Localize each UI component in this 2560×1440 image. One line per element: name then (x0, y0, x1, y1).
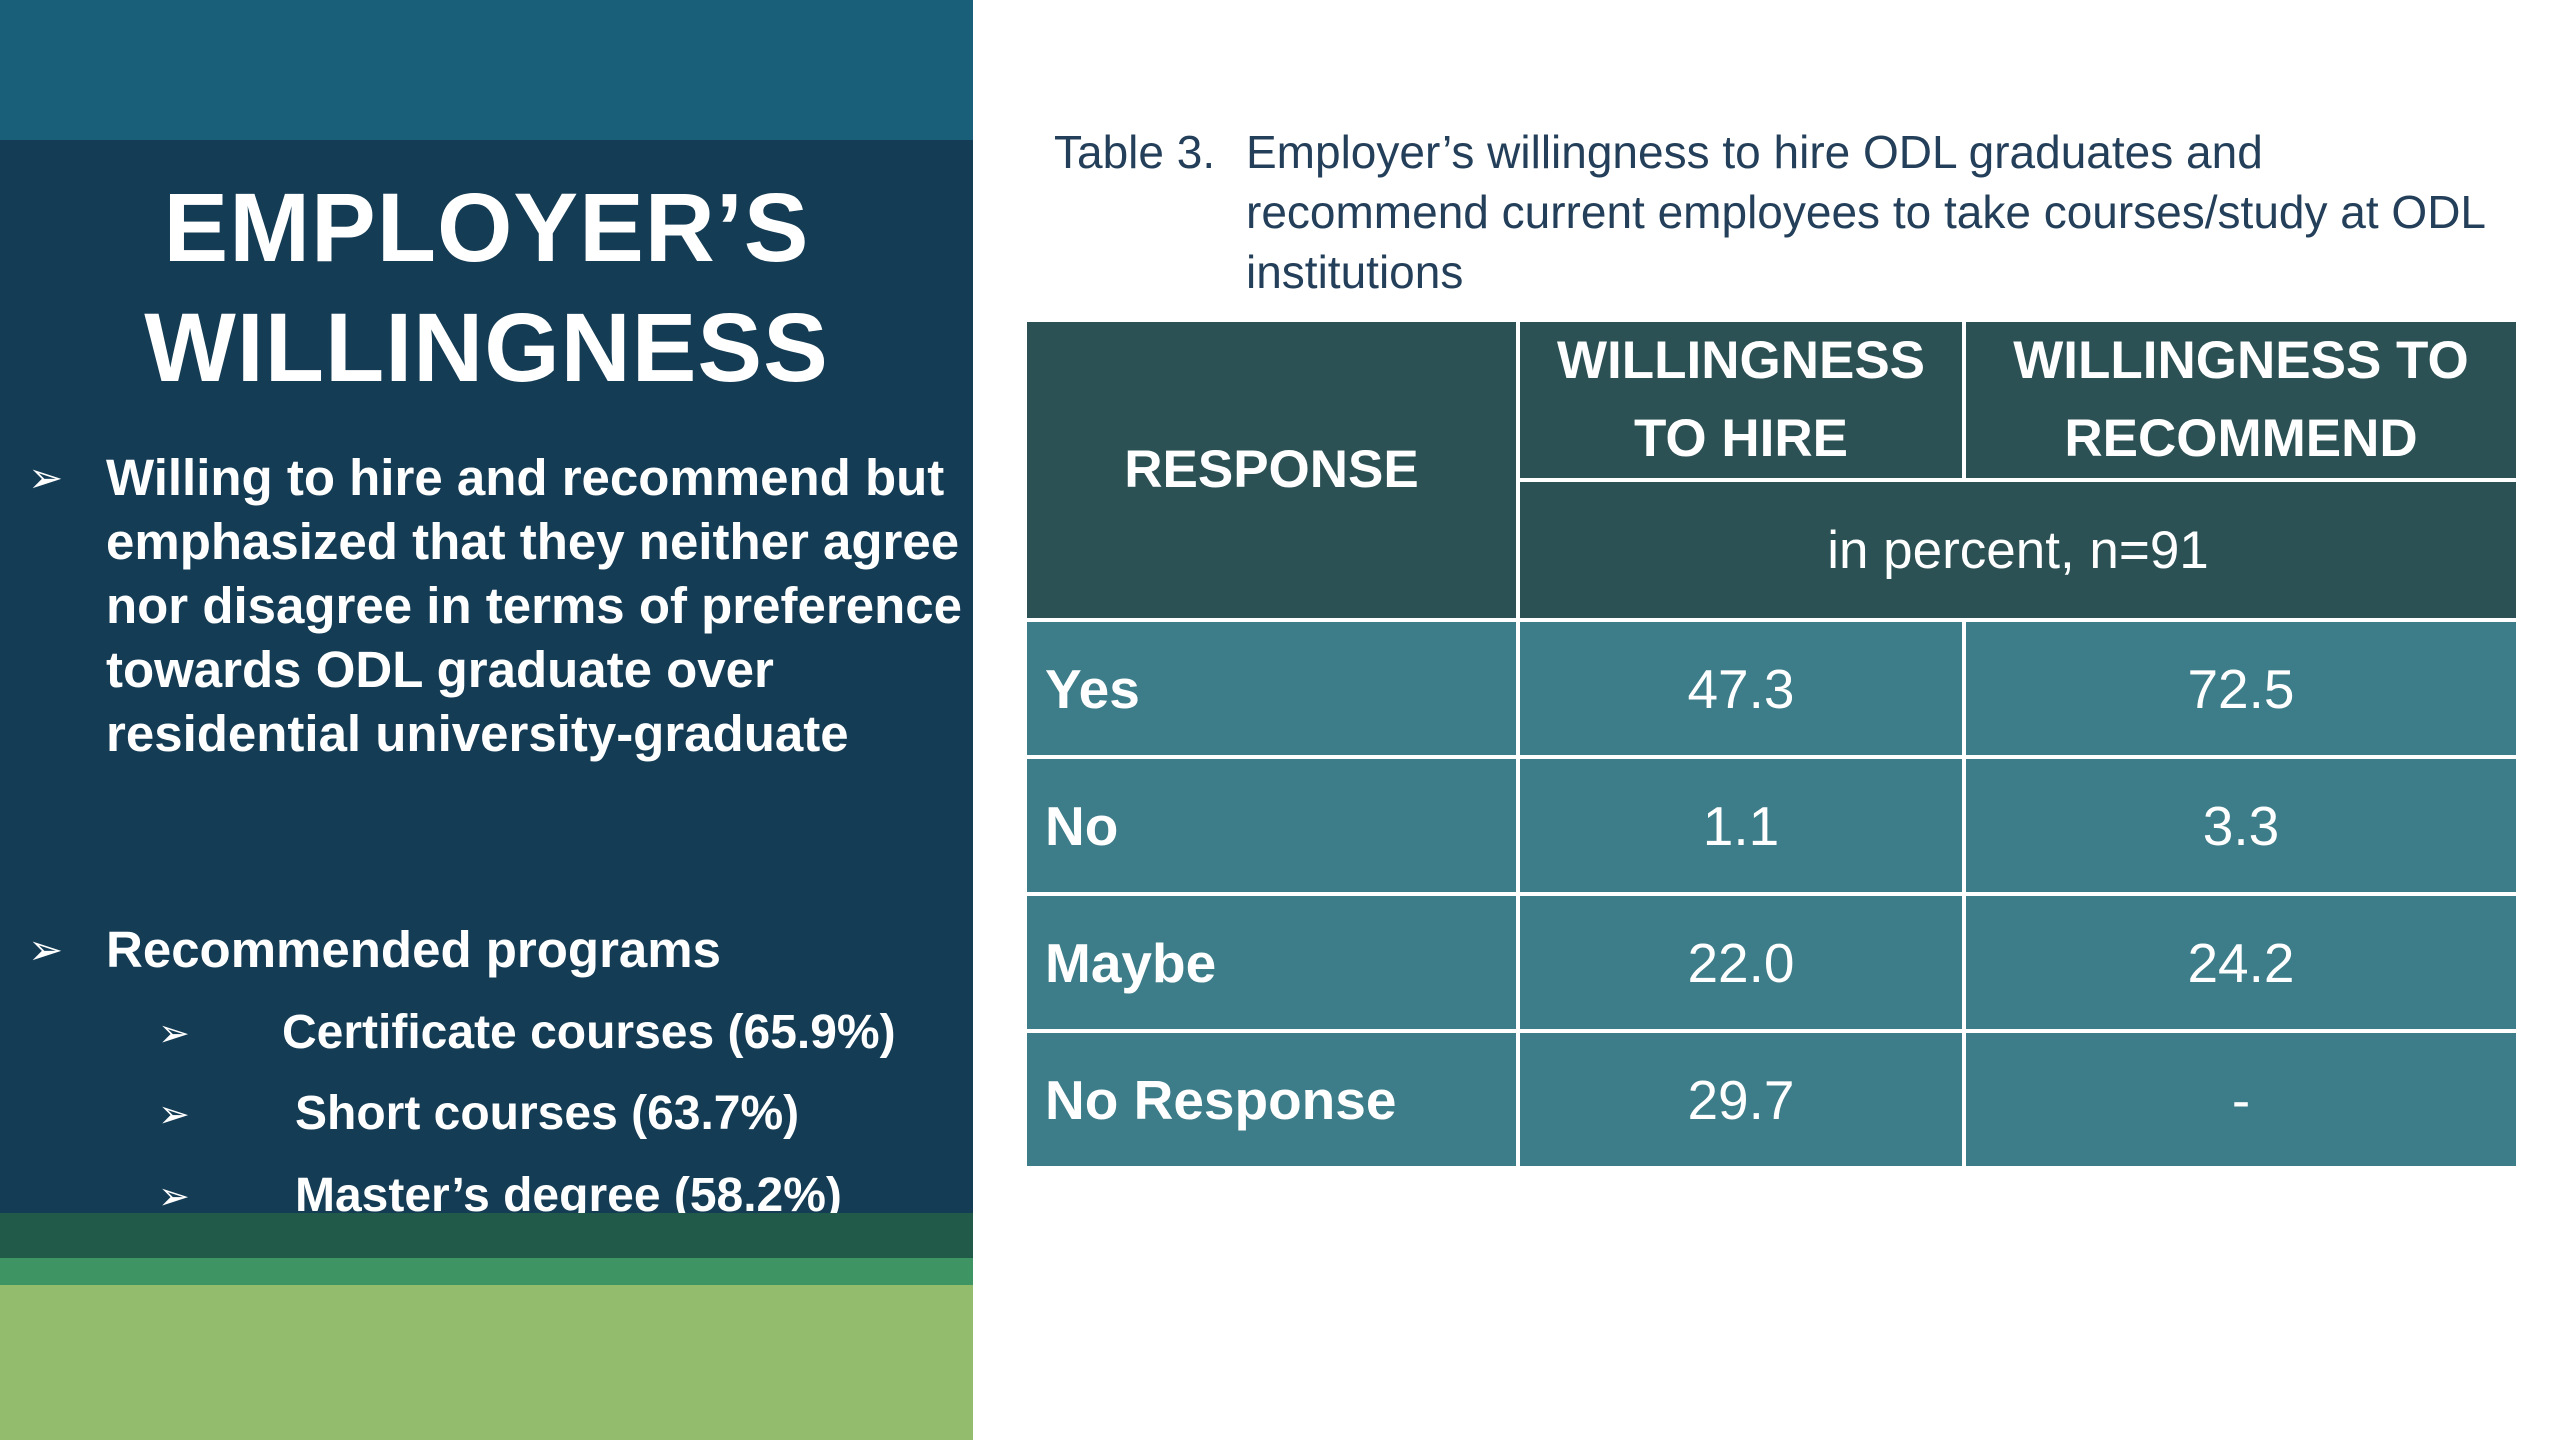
bullet-text: Recommended programs (106, 921, 721, 978)
arrow-bullet-icon: ➢ (158, 1011, 190, 1055)
column-header-hire-line-2: TO HIRE (1634, 409, 1848, 468)
table-row: No Response 29.7 - (1027, 1029, 2516, 1166)
column-header-hire-line-1: WILLINGNESS (1556, 331, 1926, 390)
bottom-band-mid-green (0, 1258, 973, 1285)
bottom-band-dark-green (0, 1213, 973, 1258)
table-row: Maybe 22.0 24.2 (1027, 892, 2516, 1033)
table-row: No 1.1 3.3 (1027, 755, 2516, 896)
arrow-bullet-icon: ➢ (158, 1174, 190, 1218)
slide-title: EMPLOYER’S WILLINGNESS (0, 168, 973, 408)
arrow-bullet-icon: ➢ (28, 925, 64, 974)
table-row: Yes 47.3 72.5 (1027, 618, 2516, 759)
sub-bullet-item: ➢ Certificate courses (65.9%) (158, 1003, 958, 1063)
sub-bullet-text: Short courses (63.7%) (295, 1087, 800, 1140)
response-cell: Yes (1027, 618, 1520, 759)
sub-bullet-text: Certificate courses (65.9%) (282, 1006, 896, 1059)
willingness-table: RESPONSE WILLINGNESS TO HIRE WILLINGNESS… (1027, 322, 2516, 1166)
slide-title-line-1: EMPLOYER’S (163, 173, 810, 282)
recommend-value-cell: 24.2 (1962, 892, 2516, 1033)
top-color-band (0, 0, 973, 140)
column-header-response: RESPONSE (1027, 322, 1520, 622)
response-cell: Maybe (1027, 892, 1520, 1033)
hire-value-cell: 1.1 (1516, 755, 1966, 896)
table-caption-label: Table 3. (1054, 126, 1216, 178)
hire-value-cell: 29.7 (1516, 1029, 1966, 1166)
table-unit-row: in percent, n=91 (1027, 478, 2516, 622)
column-header-hire: WILLINGNESS TO HIRE (1516, 322, 1966, 482)
arrow-bullet-icon: ➢ (28, 453, 64, 502)
table-caption-text: Employer’s willingness to hire ODL gradu… (1246, 126, 2485, 298)
bullet-text: Willing to hire and recommend but emphas… (106, 449, 962, 762)
hire-value-cell: 47.3 (1516, 618, 1966, 759)
left-panel: EMPLOYER’S WILLINGNESS ➢ Willing to hire… (0, 0, 973, 1440)
unit-note: in percent, n=91 (1516, 478, 2516, 622)
column-header-recommend-line-2: RECOMMEND (2064, 409, 2418, 468)
sub-bullet-item: ➢ Short courses (63.7%) (158, 1084, 958, 1144)
arrow-bullet-icon: ➢ (158, 1092, 190, 1136)
slide-title-line-2: WILLINGNESS (144, 293, 829, 402)
table-header-row: RESPONSE WILLINGNESS TO HIRE WILLINGNESS… (1027, 322, 2516, 622)
hire-value-cell: 22.0 (1516, 892, 1966, 1033)
column-header-recommend: WILLINGNESS TO RECOMMEND (1962, 322, 2516, 482)
response-cell: No (1027, 755, 1520, 896)
response-cell: No Response (1027, 1029, 1520, 1166)
recommend-value-cell: 3.3 (1962, 755, 2516, 896)
column-header-recommend-line-1: WILLINGNESS TO (2013, 331, 2469, 390)
recommend-value-cell: - (1962, 1029, 2516, 1166)
recommend-value-cell: 72.5 (1962, 618, 2516, 759)
bottom-band-light-green (0, 1285, 973, 1440)
